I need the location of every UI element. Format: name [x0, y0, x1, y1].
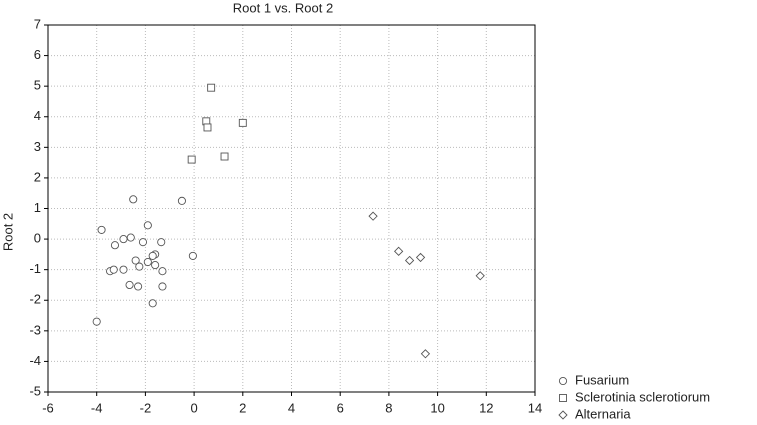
- point: [109, 265, 118, 274]
- x-tick-label: 6: [337, 400, 344, 415]
- point: [119, 265, 128, 274]
- point: [188, 251, 197, 260]
- y-tick-label: 1: [34, 200, 41, 215]
- x-tick-label: -6: [42, 400, 54, 415]
- point: [143, 257, 152, 267]
- y-tick-label: -3: [29, 322, 41, 337]
- x-tick-label: 4: [288, 400, 295, 415]
- y-tick-label: 4: [34, 108, 41, 123]
- y-tick-label: -2: [29, 292, 41, 307]
- point: [157, 238, 166, 247]
- point: [475, 271, 485, 281]
- point: [134, 282, 143, 291]
- x-tick-label: 14: [528, 400, 542, 415]
- y-tick-label: 0: [34, 231, 41, 246]
- x-tick-label: -2: [140, 400, 152, 415]
- legend-label: Fusarium: [575, 372, 629, 387]
- point: [177, 196, 186, 205]
- point: [125, 280, 134, 290]
- point: [220, 152, 229, 161]
- legend-marker: [559, 394, 567, 402]
- y-tick-label: 3: [34, 139, 41, 154]
- y-tick-label: -5: [29, 383, 41, 398]
- x-tick-label: 8: [385, 400, 392, 415]
- y-tick-label: -4: [29, 353, 41, 368]
- point: [420, 349, 431, 359]
- point: [151, 261, 160, 270]
- point: [203, 123, 212, 132]
- x-tick-label: 12: [479, 400, 493, 415]
- x-tick-label: 2: [239, 400, 246, 415]
- x-tick-label: 10: [430, 400, 444, 415]
- y-tick-label: 5: [34, 78, 41, 93]
- point: [129, 195, 138, 204]
- point: [207, 83, 216, 92]
- chart-title: Root 1 vs. Root 2: [233, 0, 333, 15]
- legend-label: Alternaria: [575, 406, 631, 421]
- y-tick-label: 7: [34, 16, 41, 31]
- point: [92, 317, 101, 326]
- y-axis-label: Root 2: [0, 213, 15, 251]
- point: [138, 238, 148, 247]
- point: [158, 282, 167, 291]
- point: [126, 233, 135, 242]
- point: [394, 246, 404, 256]
- point: [187, 155, 196, 164]
- y-tick-label: -1: [29, 261, 41, 276]
- point: [110, 241, 120, 250]
- y-tick-label: 2: [34, 169, 41, 184]
- point: [119, 235, 128, 244]
- point: [158, 267, 167, 276]
- point: [97, 225, 106, 234]
- plot-frame: [47, 24, 536, 393]
- x-tick-label: 0: [190, 400, 197, 415]
- point: [368, 211, 378, 221]
- point: [404, 255, 415, 266]
- y-tick-label: 6: [34, 47, 41, 62]
- point: [131, 256, 140, 265]
- point: [148, 251, 157, 260]
- point: [143, 221, 152, 230]
- point: [415, 252, 426, 263]
- x-tick-label: -4: [91, 400, 103, 415]
- point: [148, 299, 157, 308]
- legend-marker: [558, 410, 568, 420]
- point: [135, 262, 144, 271]
- point: [238, 118, 247, 127]
- legend-label: Sclerotinia sclerotiorum: [575, 389, 710, 404]
- legend-marker: [558, 376, 568, 386]
